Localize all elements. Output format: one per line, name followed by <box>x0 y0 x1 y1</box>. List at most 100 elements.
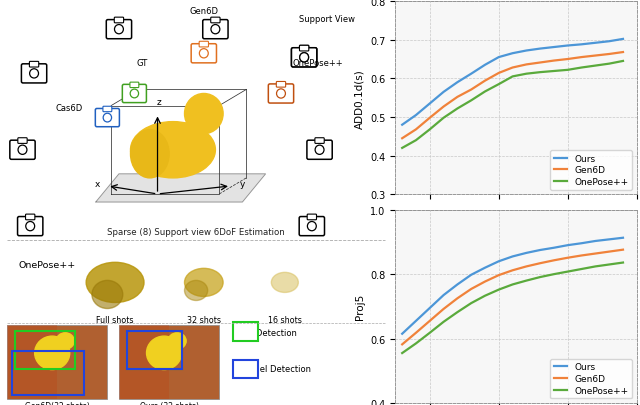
Gen6D <box>454 296 461 301</box>
FancyBboxPatch shape <box>29 62 39 68</box>
Ellipse shape <box>92 281 123 309</box>
FancyBboxPatch shape <box>119 325 169 399</box>
Gen6D <box>481 279 489 284</box>
Circle shape <box>315 146 324 155</box>
Ours <box>509 52 516 57</box>
OnePose++ <box>481 294 489 298</box>
Gen6D <box>522 264 530 269</box>
FancyBboxPatch shape <box>291 49 317 68</box>
Gen6D <box>605 52 613 57</box>
Ours <box>591 239 599 244</box>
Circle shape <box>130 90 139 98</box>
FancyBboxPatch shape <box>26 215 35 220</box>
Ours <box>619 236 627 241</box>
FancyBboxPatch shape <box>10 141 35 160</box>
Gen6D <box>412 128 420 132</box>
OnePose++ <box>522 72 530 77</box>
Line: OnePose++: OnePose++ <box>402 62 623 149</box>
Bar <box>233 360 258 378</box>
Ours <box>454 282 461 287</box>
OnePose++ <box>454 310 461 315</box>
Gen6D <box>467 287 475 292</box>
Text: Full shots: Full shots <box>97 315 134 324</box>
Gen6D <box>578 254 586 258</box>
Text: 32 shots: 32 shots <box>187 315 221 324</box>
Ellipse shape <box>271 273 298 293</box>
Gen6D <box>578 55 586 60</box>
Line: Ours: Ours <box>402 40 623 126</box>
OnePose++ <box>619 60 627 64</box>
Ellipse shape <box>131 130 169 179</box>
FancyBboxPatch shape <box>103 107 112 113</box>
Gen6D <box>495 71 502 76</box>
Text: Sparse (8) Support view 6DoF Estimation: Sparse (8) Support view 6DoF Estimation <box>108 228 285 237</box>
Gen6D <box>564 58 572 62</box>
FancyBboxPatch shape <box>119 325 220 399</box>
Ours <box>578 241 586 246</box>
Bar <box>127 331 182 369</box>
OnePose++ <box>536 70 544 75</box>
Gen6D <box>454 95 461 100</box>
Ellipse shape <box>184 281 207 301</box>
Gen6D <box>522 63 530 68</box>
Legend: Ours, Gen6D, OnePose++: Ours, Gen6D, OnePose++ <box>550 151 632 190</box>
OnePose++ <box>605 262 613 267</box>
Gen6D <box>481 79 489 84</box>
Gen6D <box>440 307 447 311</box>
Text: OnePose++: OnePose++ <box>292 59 343 68</box>
Ours <box>591 41 599 46</box>
Ours <box>522 251 530 256</box>
Ours <box>536 248 544 253</box>
Gen6D <box>564 256 572 260</box>
OnePose++ <box>398 146 406 151</box>
Text: Cas6D: Cas6D <box>55 103 83 112</box>
Text: GT Detection: GT Detection <box>243 328 297 337</box>
Text: OnePose++: OnePose++ <box>19 260 76 269</box>
Ellipse shape <box>56 333 74 349</box>
OnePose++ <box>454 107 461 112</box>
Ellipse shape <box>184 94 223 134</box>
Ours <box>564 243 572 248</box>
Ours <box>578 43 586 48</box>
Ours <box>467 72 475 77</box>
Text: x: x <box>95 180 100 189</box>
Text: Support View: Support View <box>300 15 355 24</box>
Ours <box>398 123 406 128</box>
Gen6D <box>440 105 447 110</box>
Circle shape <box>26 222 35 231</box>
OnePose++ <box>412 139 420 143</box>
FancyBboxPatch shape <box>307 215 317 220</box>
OnePose++ <box>591 64 599 69</box>
OnePose++ <box>509 282 516 287</box>
Gen6D <box>605 249 613 254</box>
Ours <box>398 331 406 336</box>
FancyBboxPatch shape <box>7 325 57 399</box>
Text: Model Detection: Model Detection <box>243 364 312 373</box>
FancyBboxPatch shape <box>199 42 209 48</box>
Gen6D <box>536 61 544 66</box>
Gen6D <box>412 330 420 335</box>
Gen6D <box>550 59 558 64</box>
Text: y: y <box>240 180 245 189</box>
Line: Gen6D: Gen6D <box>402 53 623 139</box>
FancyBboxPatch shape <box>300 46 308 52</box>
Text: 16 shots: 16 shots <box>268 315 302 324</box>
Ours <box>522 49 530 54</box>
Line: Gen6D: Gen6D <box>402 250 623 345</box>
Bar <box>12 351 84 395</box>
OnePose++ <box>426 330 434 335</box>
OnePose++ <box>398 351 406 356</box>
OnePose++ <box>605 62 613 67</box>
OnePose++ <box>426 128 434 132</box>
Ours <box>481 63 489 68</box>
Ellipse shape <box>86 263 144 303</box>
Bar <box>127 331 182 369</box>
Ellipse shape <box>131 122 216 179</box>
Circle shape <box>300 53 308 63</box>
Gen6D <box>467 88 475 93</box>
OnePose++ <box>495 83 502 87</box>
OnePose++ <box>412 341 420 346</box>
Ours <box>412 319 420 324</box>
Text: Gen6D(32 shots): Gen6D(32 shots) <box>25 401 90 405</box>
FancyBboxPatch shape <box>122 85 147 103</box>
